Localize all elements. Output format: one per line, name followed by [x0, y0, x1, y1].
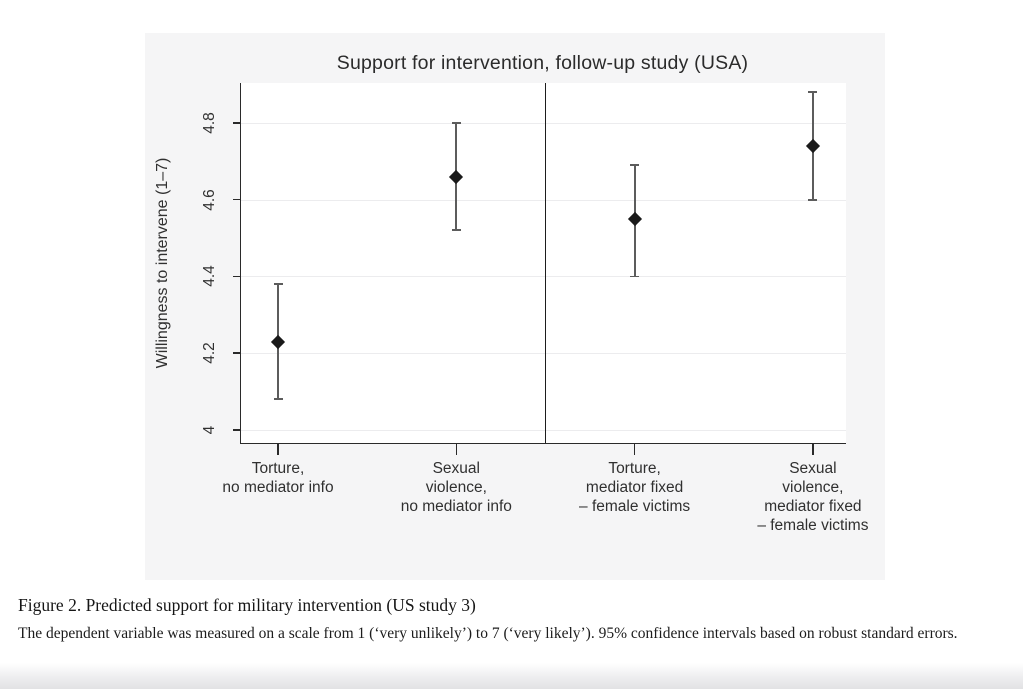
category-label: Sexual violence, no mediator info: [400, 460, 512, 515]
y-axis-tick: [233, 275, 241, 278]
y-axis-title-text: Willingness to intervene (1–7): [154, 157, 171, 369]
y-tick-label-text: 4.4: [201, 265, 218, 288]
point-estimate-marker: [627, 211, 642, 226]
gridline: [241, 122, 846, 124]
x-axis-tick: [455, 443, 458, 455]
y-axis-tick: [233, 122, 241, 124]
point-estimate-marker: [805, 138, 820, 154]
confidence-interval-cap-bottom: [451, 229, 461, 232]
gridline: [241, 429, 846, 431]
category-label: Torture, mediator fixed – female victims: [579, 460, 691, 515]
stata-figure: Support for intervention, follow-up stud…: [145, 33, 885, 580]
confidence-interval-cap-bottom: [808, 198, 818, 201]
point-estimate-marker: [449, 169, 464, 184]
category-label: Torture, no mediator info: [222, 460, 334, 496]
y-tick-label-text: 4: [201, 425, 218, 435]
caption-note: The dependent variable was measured on a…: [18, 625, 958, 642]
page-edge-shading: [0, 663, 1023, 689]
category-label: Sexual violence, mediator fixed – female…: [757, 460, 869, 534]
confidence-interval-cap-bottom: [630, 275, 640, 278]
y-tick-label-text: 4.2: [201, 342, 218, 364]
confidence-interval-cap-top: [630, 164, 640, 167]
confidence-interval-cap-top: [808, 91, 818, 94]
x-axis-tick: [812, 443, 814, 455]
y-tick-label-text: 4.6: [201, 188, 218, 211]
y-tick-label-text: 4.8: [201, 112, 218, 134]
y-axis-tick: [233, 198, 241, 201]
x-axis-tick: [633, 443, 636, 455]
panel-divider-line: [544, 83, 547, 443]
y-axis-tick: [233, 352, 241, 354]
confidence-interval-cap-top: [273, 283, 283, 286]
figure-caption: Figure 2. Predicted support for military…: [18, 594, 1008, 644]
caption-title: Figure 2. Predicted support for military…: [18, 595, 476, 615]
gridline: [241, 353, 846, 355]
gridline: [241, 199, 846, 201]
y-axis-tick: [233, 429, 241, 431]
confidence-interval-cap-bottom: [273, 398, 283, 401]
point-estimate-marker: [270, 334, 286, 349]
x-axis-tick: [277, 443, 279, 455]
plot-area: 4 4.2 4.4 4.6 4.8 Torture, no mediator info Se…: [201, 83, 868, 534]
gridline: [241, 276, 846, 278]
chart-title: Support for intervention, follow-up stud…: [336, 52, 749, 74]
confidence-interval-cap-top: [451, 122, 461, 124]
